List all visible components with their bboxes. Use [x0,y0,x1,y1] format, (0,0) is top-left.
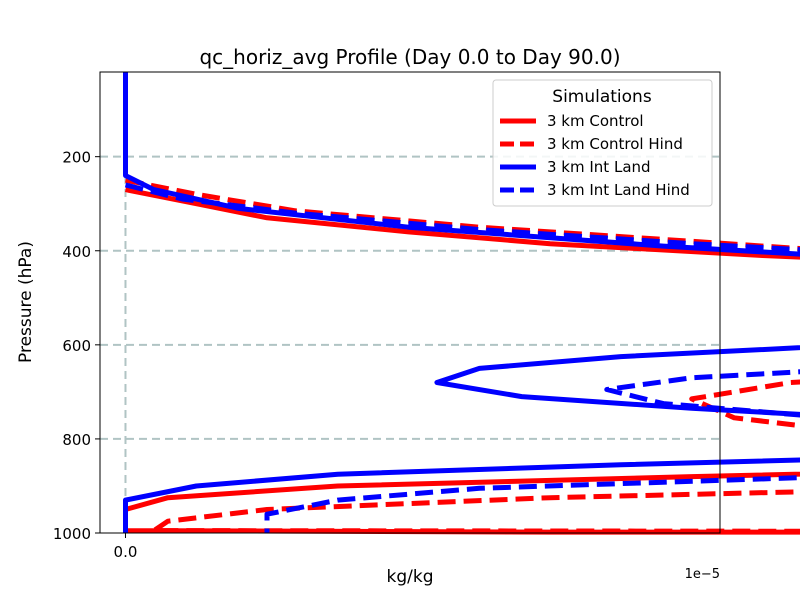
series-line-3-km-int-land [123,72,800,533]
y-tick-label: 1000 [53,525,91,543]
y-axis-label: Pressure (hPa) [16,241,36,363]
y-axis-ticks: 200 400 600 800 1000 [53,149,100,543]
x-axis-ticks: 0.00.51.01.52.02.53.03.54.0 [114,533,138,561]
x-tick-label: 0.0 [114,543,138,561]
legend-label: 3 km Control Hind [547,135,683,153]
y-tick-label: 400 [62,243,91,261]
legend-title: Simulations [552,87,652,107]
x-axis-scale-label: 1e−5 [685,567,720,582]
series-line-3-km-control-hind [125,177,800,534]
legend-label: 3 km Int Land [547,158,651,176]
series-line-3-km-int-land-hind [124,182,800,533]
grid-layer [100,72,720,533]
legend-box [492,79,713,207]
legend-entries: 3 km Control 3 km Control Hind 3 km Int La… [500,112,690,199]
y-tick-label: 600 [62,337,91,355]
y-tick-label: 200 [62,149,91,167]
y-tick-label: 800 [62,431,91,449]
legend-label: 3 km Int Land Hind [547,181,690,199]
x-axis-label: kg/kg [387,567,434,587]
series-layer [123,72,800,535]
plot-frame [99,71,721,534]
series-line-3-km-control [123,187,800,535]
legend-label: 3 km Control [547,112,644,130]
chart-title: qc_horiz_avg Profile (Day 0.0 to Day 90.… [199,45,620,69]
legend: Simulations 3 km Control 3 km Control Hin… [492,79,713,207]
